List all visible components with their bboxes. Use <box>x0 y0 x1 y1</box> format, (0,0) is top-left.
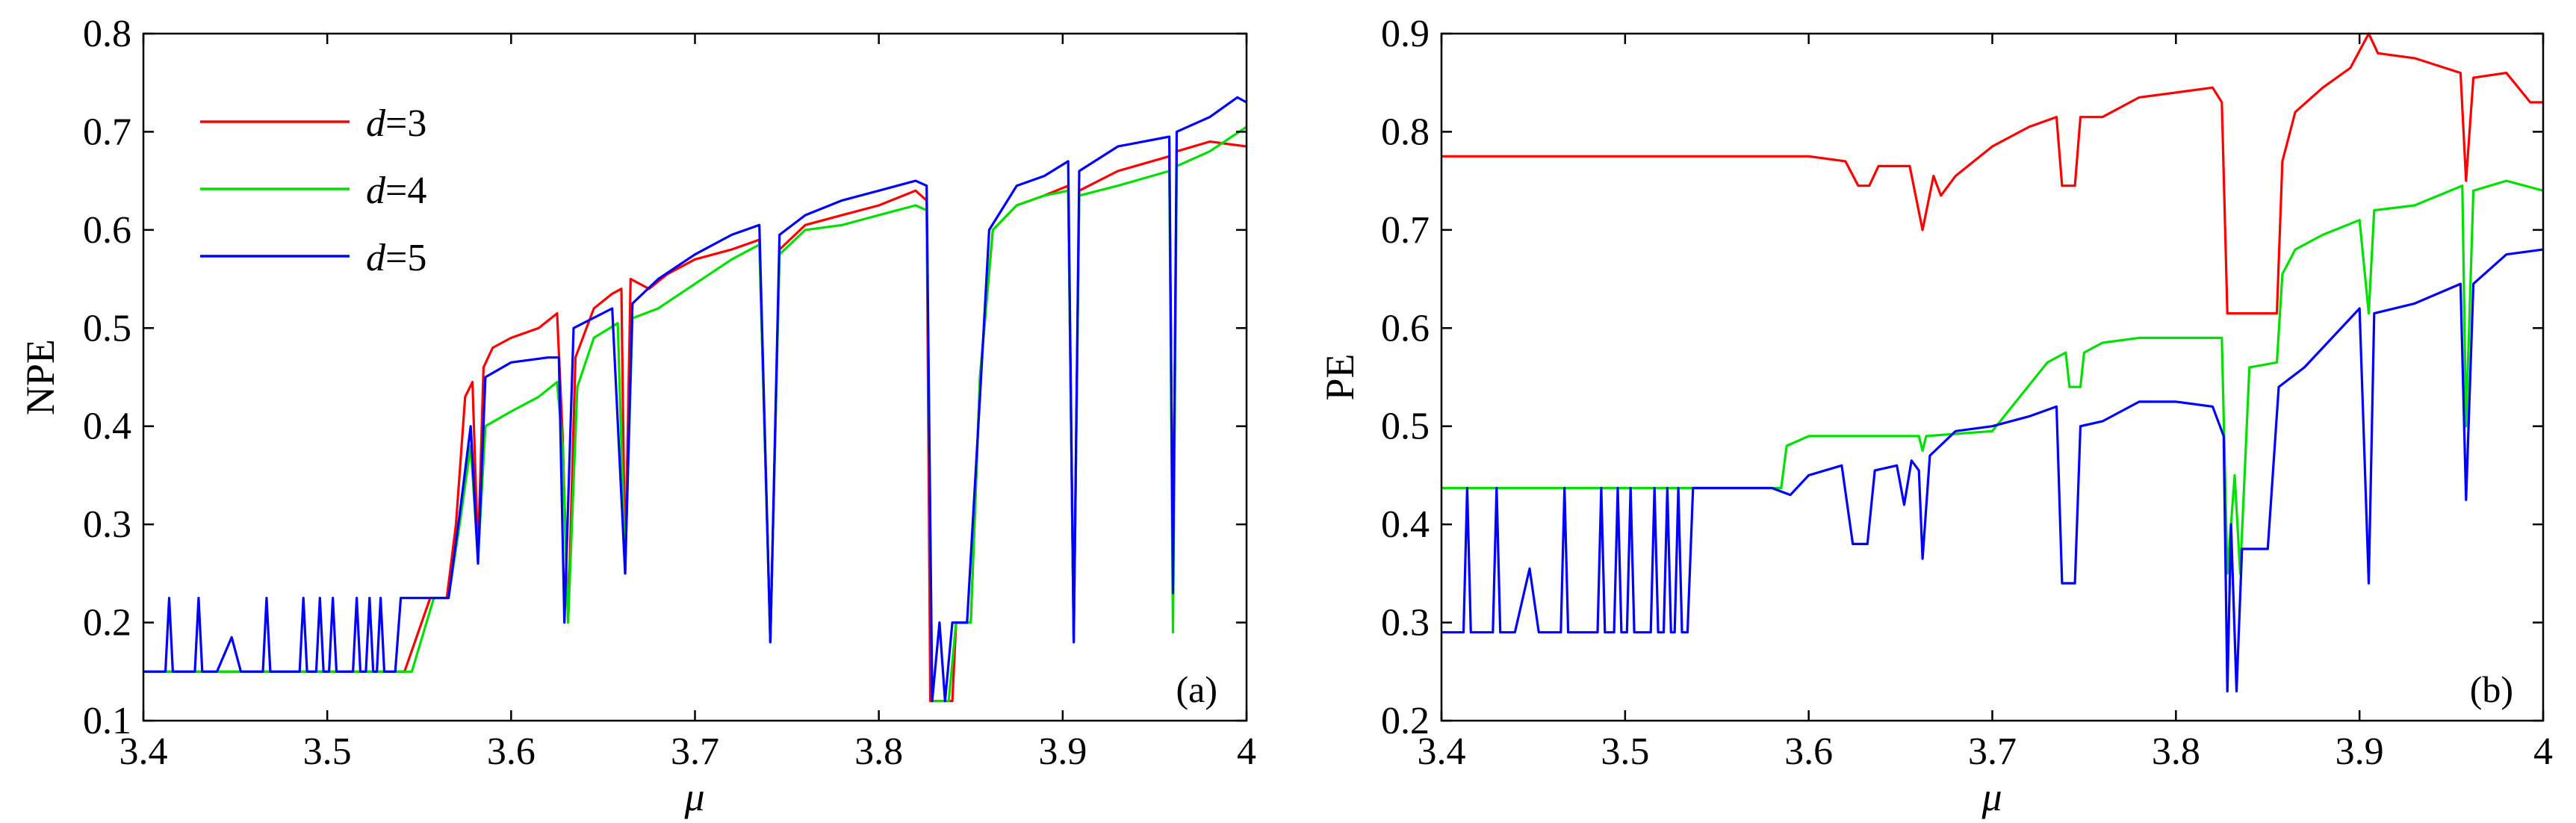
panel-a-series-line-d4 <box>143 125 1247 703</box>
panel-a-xtick-label: 3.4 <box>120 730 168 773</box>
panel-a-xtick-label: 3.7 <box>671 730 719 773</box>
panel-b-series-line-d3 <box>1441 32 2543 315</box>
legend: d=3 d=4 d=5 <box>200 102 426 279</box>
panel-a-series-line-d5 <box>143 96 1247 703</box>
panel-a-xtick-label: 3.8 <box>854 730 903 773</box>
panel-b-xtick-label: 3.4 <box>1418 730 1466 773</box>
panel-b-ytick-label: 0.2 <box>1381 700 1430 742</box>
panel-a-ytick-label: 0.4 <box>83 406 131 448</box>
panel-b-xtick-label: 4 <box>2533 730 2553 773</box>
panel-a-ytick-label: 0.2 <box>83 602 131 645</box>
panel-b-ytick-label: 0.7 <box>1381 209 1430 252</box>
panel-a-ytick-label: 0.1 <box>83 700 131 742</box>
legend-label-d4: d=4 <box>366 170 426 212</box>
panel-a-xtick-label: 3.6 <box>487 730 536 773</box>
panel-b-label: (b) <box>2470 668 2513 710</box>
panel-b: 3.4 3.5 3.6 3.7 3.8 3.9 4 0.2 0.3 0.4 0.5 0.6 0.7 0.8… <box>1318 13 2553 819</box>
panel-b-ytick-label: 0.4 <box>1381 503 1430 546</box>
panel-b-series-line-d5 <box>1441 248 2544 693</box>
panel-b-xtick-label: 3.9 <box>2336 730 2384 773</box>
panel-a-ytick-label: 0.6 <box>83 209 131 252</box>
panel-b-xtick-label: 3.7 <box>1968 730 2017 773</box>
panel-b-ylabel: PE <box>1318 353 1362 400</box>
panel-a: 3.4 3.5 3.6 3.7 3.8 3.9 4 0.1 0.2 0.3 0.4 0.5 0.6 0.7… <box>18 13 1256 819</box>
panel-b-xtick-label: 3.6 <box>1784 730 1833 773</box>
panel-a-ytick-label: 0.3 <box>83 503 131 546</box>
panel-a-label: (a) <box>1176 668 1218 710</box>
panel-b-ytick-label: 0.8 <box>1381 111 1430 153</box>
legend-label-d5: d=5 <box>366 237 426 279</box>
panel-b-series <box>1441 32 2544 693</box>
panel-b-ticks: 3.4 3.5 3.6 3.7 3.8 3.9 4 0.2 0.3 0.4 0.5 0.6 0.7 0.8… <box>1381 13 2553 773</box>
panel-a-xtick-label: 4 <box>1237 730 1256 773</box>
panel-a-xlabel: μ <box>683 774 704 819</box>
panel-a-frame <box>142 32 1248 722</box>
panel-a-series-line-d3 <box>143 140 1247 703</box>
panel-b-ytick-label: 0.6 <box>1381 307 1430 350</box>
panel-b-xtick-label: 3.8 <box>2152 730 2200 773</box>
panel-a-ytick-label: 0.7 <box>83 111 131 153</box>
legend-label-d3: d=3 <box>366 102 426 145</box>
panel-a-ytick-label: 0.5 <box>83 307 131 350</box>
panel-b-ytick-label: 0.5 <box>1381 406 1430 448</box>
panel-a-xtick-label: 3.5 <box>303 730 352 773</box>
panel-b-frame <box>1440 32 2545 722</box>
panel-a-ticks: 3.4 3.5 3.6 3.7 3.8 3.9 4 0.1 0.2 0.3 0.4 0.5 0.6 0.7… <box>83 13 1256 773</box>
panel-b-xtick-label: 3.5 <box>1601 730 1649 773</box>
panel-b-ytick-label: 0.3 <box>1381 602 1430 645</box>
panel-b-series-line-d4 <box>1441 179 2544 575</box>
panel-a-ytick-label: 0.8 <box>83 13 131 55</box>
panel-a-series <box>143 96 1247 703</box>
panel-a-ylabel: NPE <box>18 339 63 415</box>
panel-b-ytick-label: 0.9 <box>1381 13 1430 55</box>
panel-a-xtick-label: 3.9 <box>1038 730 1087 773</box>
panel-b-xlabel: μ <box>1981 774 2002 819</box>
